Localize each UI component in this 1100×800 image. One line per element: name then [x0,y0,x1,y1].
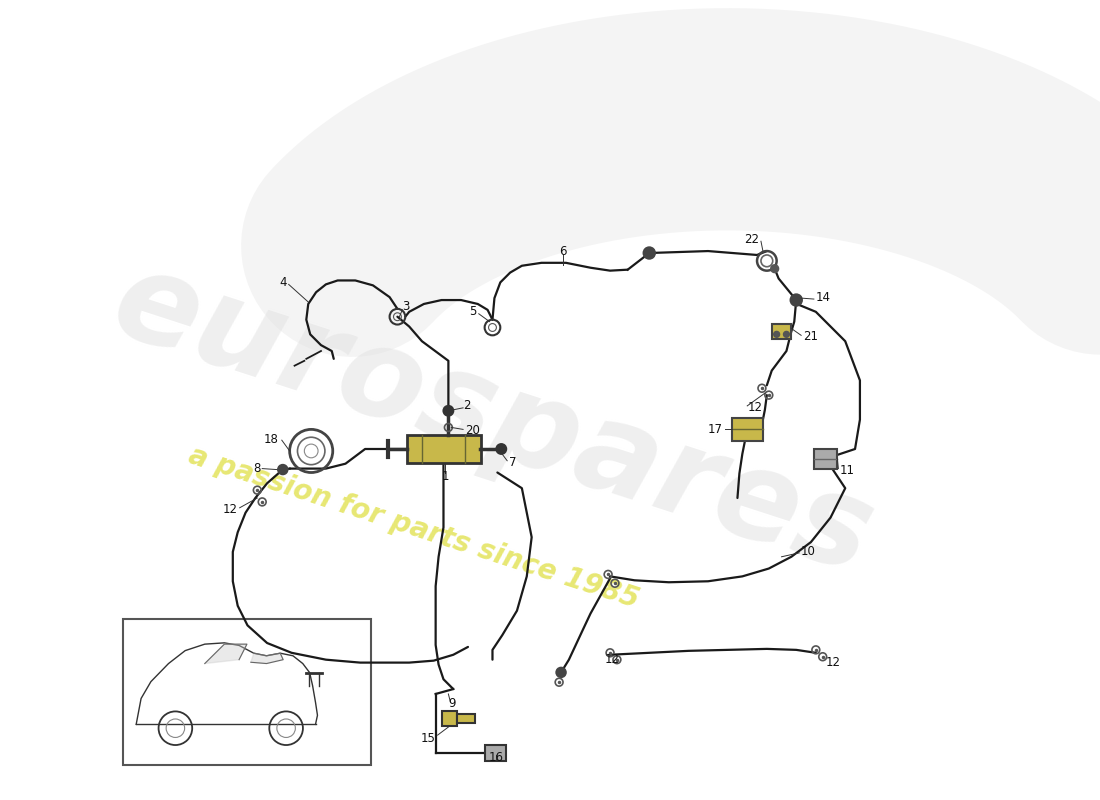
Circle shape [443,406,453,416]
Bar [732,418,763,441]
Text: 12: 12 [222,503,238,516]
Text: 2: 2 [463,399,471,412]
Text: 12: 12 [826,656,840,669]
Text: 21: 21 [803,330,818,343]
Circle shape [783,331,790,338]
Text: 4: 4 [279,276,287,289]
Text: 12: 12 [747,402,762,414]
Text: 10: 10 [801,546,816,558]
Text: 8: 8 [253,462,261,475]
Polygon shape [251,654,283,663]
Bar [814,449,837,469]
Text: 9: 9 [449,698,455,710]
Bar [772,323,791,339]
Polygon shape [205,644,246,663]
Bar [123,619,372,765]
Text: 1: 1 [442,470,449,483]
Text: eurospares: eurospares [98,240,887,599]
Text: 3: 3 [403,301,409,314]
Circle shape [557,667,566,678]
Bar [407,435,481,462]
Circle shape [644,247,656,259]
Bar [485,745,506,761]
Bar [441,710,458,726]
Text: 7: 7 [509,456,517,470]
Text: 20: 20 [465,424,480,437]
Text: 15: 15 [421,731,436,745]
Text: 12: 12 [605,653,620,666]
Text: 17: 17 [707,423,723,436]
Text: 22: 22 [744,233,759,246]
Circle shape [771,265,779,273]
Text: a passion for parts since 1985: a passion for parts since 1985 [186,441,642,614]
Bar [458,714,475,723]
Text: 11: 11 [839,464,855,477]
Text: 16: 16 [488,751,504,764]
Circle shape [496,444,506,454]
Text: 14: 14 [816,290,831,304]
Circle shape [278,465,288,474]
Text: 18: 18 [264,433,279,446]
Circle shape [791,294,802,306]
Text: 6: 6 [559,245,566,258]
Text: 5: 5 [470,306,476,318]
Circle shape [773,331,780,338]
